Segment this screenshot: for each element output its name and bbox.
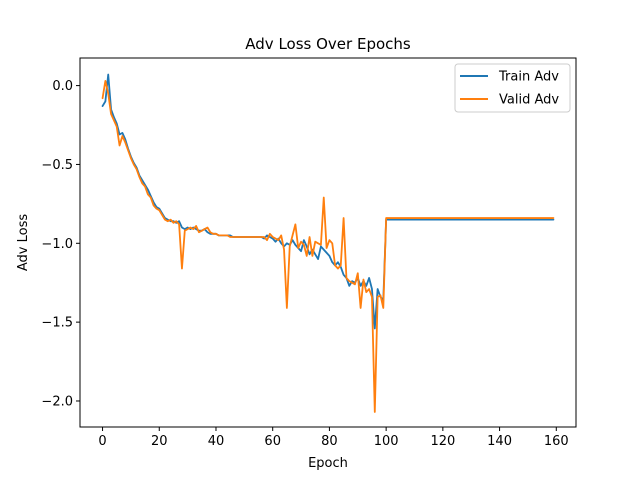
x-tick-label: 100	[374, 434, 399, 449]
series-line-valid-adv	[101, 79, 555, 413]
y-axis-title: Adv Loss	[16, 214, 31, 271]
x-tick-label: 20	[151, 434, 168, 449]
x-tick-label: 80	[321, 434, 338, 449]
y-tick-label: −1.5	[41, 316, 73, 331]
x-tick-label: 160	[544, 434, 569, 449]
legend-label-train-adv: Train Adv	[498, 70, 559, 85]
legend: Train Adv Valid Adv	[454, 63, 571, 113]
x-axis-title: Epoch	[308, 456, 348, 471]
legend-label-valid-adv: Valid Adv	[499, 93, 559, 108]
y-axis-ticks: 0.0 −0.5 −1.0 −1.5 −2.0	[41, 79, 80, 409]
y-tick-label: −0.5	[41, 158, 73, 173]
x-tick-label: 60	[264, 434, 281, 449]
x-tick-label: 40	[208, 434, 225, 449]
x-axis-ticks: 0 20 40 60 80 100 120 140 160	[98, 427, 569, 449]
y-tick-label: 0.0	[52, 79, 73, 94]
chart-title: Adv Loss Over Epochs	[245, 35, 411, 53]
x-tick-label: 140	[487, 434, 512, 449]
series-layer	[101, 73, 555, 413]
y-tick-label: −1.0	[41, 237, 73, 252]
x-tick-label: 0	[98, 434, 106, 449]
x-tick-label: 120	[430, 434, 455, 449]
axes-frame	[79, 57, 577, 428]
y-tick-label: −2.0	[41, 394, 73, 409]
